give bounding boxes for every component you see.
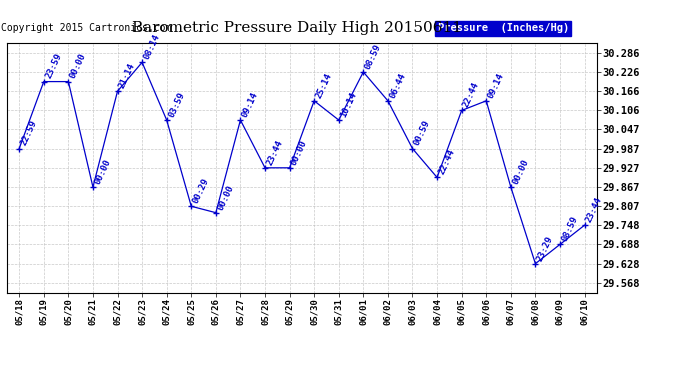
Text: 23:59: 23:59 xyxy=(43,52,63,80)
Text: 09:14: 09:14 xyxy=(486,71,506,99)
Text: 23:29: 23:29 xyxy=(535,234,555,262)
Text: 09:14: 09:14 xyxy=(240,91,260,119)
Text: 23:44: 23:44 xyxy=(265,138,284,166)
Text: 08:14: 08:14 xyxy=(142,33,161,61)
Text: 22:44: 22:44 xyxy=(437,148,457,176)
Text: 00:00: 00:00 xyxy=(216,183,235,211)
Text: 00:00: 00:00 xyxy=(68,52,88,80)
Text: 08:59: 08:59 xyxy=(560,215,580,243)
Text: 25:14: 25:14 xyxy=(314,71,334,99)
Text: 06:44: 06:44 xyxy=(388,71,407,99)
Text: 21:14: 21:14 xyxy=(117,62,137,90)
Text: Barometric Pressure Daily High 20150611: Barometric Pressure Daily High 20150611 xyxy=(132,21,462,34)
Text: 00:00: 00:00 xyxy=(290,138,309,166)
Text: Copyright 2015 Cartronics.com: Copyright 2015 Cartronics.com xyxy=(1,23,171,33)
Text: 00:00: 00:00 xyxy=(511,158,531,186)
Text: 23:44: 23:44 xyxy=(584,196,604,224)
Text: 00:00: 00:00 xyxy=(93,158,112,186)
Text: 03:59: 03:59 xyxy=(167,91,186,119)
Text: 08:59: 08:59 xyxy=(364,42,383,71)
Text: 22:44: 22:44 xyxy=(462,81,481,109)
Text: 22:59: 22:59 xyxy=(19,119,39,147)
Text: 00:59: 00:59 xyxy=(413,119,432,147)
Text: 10:14: 10:14 xyxy=(339,91,358,119)
Text: Pressure  (Inches/Hg): Pressure (Inches/Hg) xyxy=(437,23,569,33)
Text: 00:29: 00:29 xyxy=(191,177,210,205)
